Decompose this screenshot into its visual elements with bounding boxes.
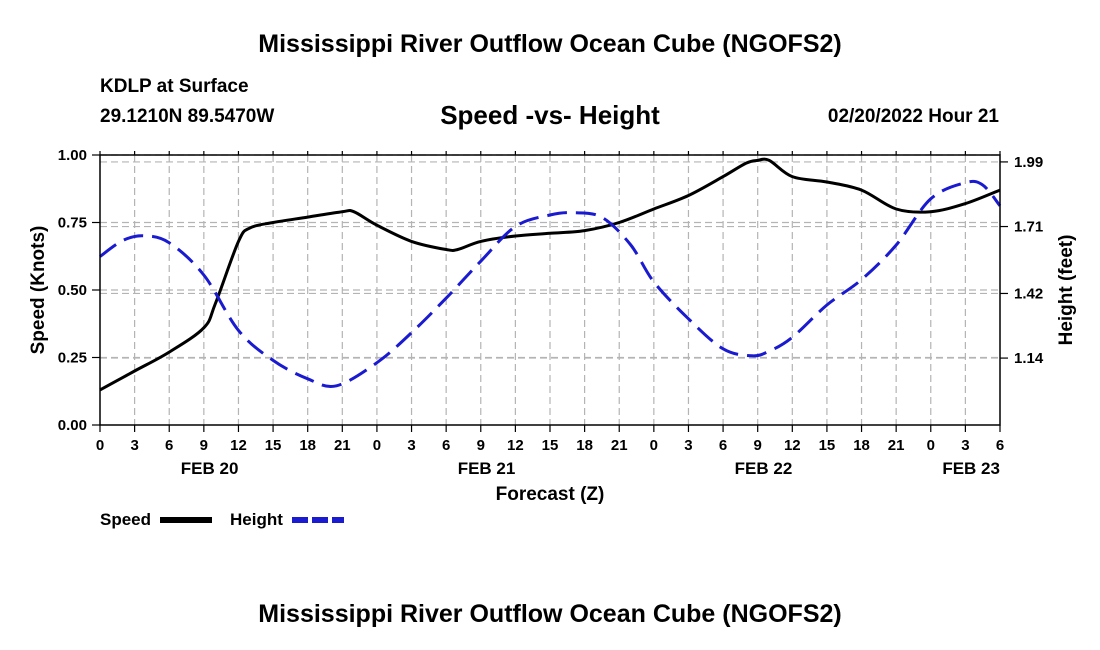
main-title: Mississippi River Outflow Ocean Cube (NG… xyxy=(258,30,842,58)
x-tick-label: 3 xyxy=(407,437,415,454)
y2-tick-label: 1.42 xyxy=(1014,285,1043,302)
date-label: FEB 23 xyxy=(942,459,1000,478)
x-tick-label: 18 xyxy=(299,437,316,454)
x-tick-label: 15 xyxy=(542,437,559,454)
y2-tick-label: 1.71 xyxy=(1014,219,1043,236)
coordinates-label: 29.1210N 89.5470W xyxy=(100,106,275,127)
date-label: FEB 20 xyxy=(181,459,239,478)
chart-title: Speed -vs- Height xyxy=(440,100,660,130)
x-tick-label: 0 xyxy=(650,437,658,454)
series-line-speed xyxy=(99,157,1001,392)
x-tick-label: 12 xyxy=(507,437,524,454)
x-tick-label: 9 xyxy=(477,437,485,454)
date-label: FEB 22 xyxy=(735,459,793,478)
legend-label-height: Height xyxy=(230,510,283,529)
y-tick-label: 1.00 xyxy=(58,147,87,164)
x-tick-label: 9 xyxy=(754,437,762,454)
x-tick-label: 12 xyxy=(784,437,801,454)
series-layer xyxy=(99,157,1002,392)
x-tick-label: 3 xyxy=(684,437,692,454)
legend-label-speed: Speed xyxy=(100,510,151,529)
forecast-datetime: 02/20/2022 Hour 21 xyxy=(827,106,999,127)
x-tick-label: 9 xyxy=(200,437,208,454)
x-tick-label: 0 xyxy=(96,437,104,454)
x-tick-label: 6 xyxy=(165,437,173,454)
y2-tick-label: 1.14 xyxy=(1014,350,1044,367)
legend: Speed Height xyxy=(100,510,344,529)
speed-height-chart: 0 3 6 9 12 15 18 21 0 3 6 9 12 15 18 21 0 3 6 9 12 15 18 21 0 3 6 0… xyxy=(28,147,1077,529)
x-tick-label: 6 xyxy=(719,437,727,454)
x-tick-label: 18 xyxy=(576,437,593,454)
x-tick-label: 6 xyxy=(442,437,450,454)
x-tick-label: 21 xyxy=(888,437,905,454)
y-tick-label: 0.00 xyxy=(58,417,87,434)
x-tick-label: 18 xyxy=(853,437,870,454)
y2-axis-title: Height (feet) xyxy=(1056,235,1077,346)
x-tick-label: 6 xyxy=(996,437,1004,454)
x-tick-label: 0 xyxy=(373,437,381,454)
x-tick-label: 3 xyxy=(130,437,138,454)
grid xyxy=(100,154,1000,425)
x-tick-label: 12 xyxy=(230,437,247,454)
y-tick-label: 0.25 xyxy=(58,350,87,367)
x-tick-label: 15 xyxy=(819,437,836,454)
x-tick-label: 21 xyxy=(334,437,351,454)
y-tick-label: 0.50 xyxy=(58,282,87,299)
y2-tick-label: 1.99 xyxy=(1014,154,1043,171)
axes: 0 3 6 9 12 15 18 21 0 3 6 9 12 15 18 21 0 3 6 9 12 15 18 21 0 3 6 0… xyxy=(28,147,1077,505)
x-tick-label: 0 xyxy=(927,437,935,454)
series-line-height xyxy=(99,179,1002,388)
x-tick-label: 21 xyxy=(611,437,628,454)
y-tick-label: 0.75 xyxy=(58,215,87,232)
footer-title: Mississippi River Outflow Ocean Cube (NG… xyxy=(258,600,842,628)
date-label: FEB 21 xyxy=(458,459,516,478)
y-axis-title: Speed (Knots) xyxy=(28,226,49,355)
x-tick-label: 15 xyxy=(265,437,282,454)
x-tick-label: 3 xyxy=(961,437,969,454)
station-label: KDLP at Surface xyxy=(100,76,249,97)
x-axis-title: Forecast (Z) xyxy=(496,484,605,505)
